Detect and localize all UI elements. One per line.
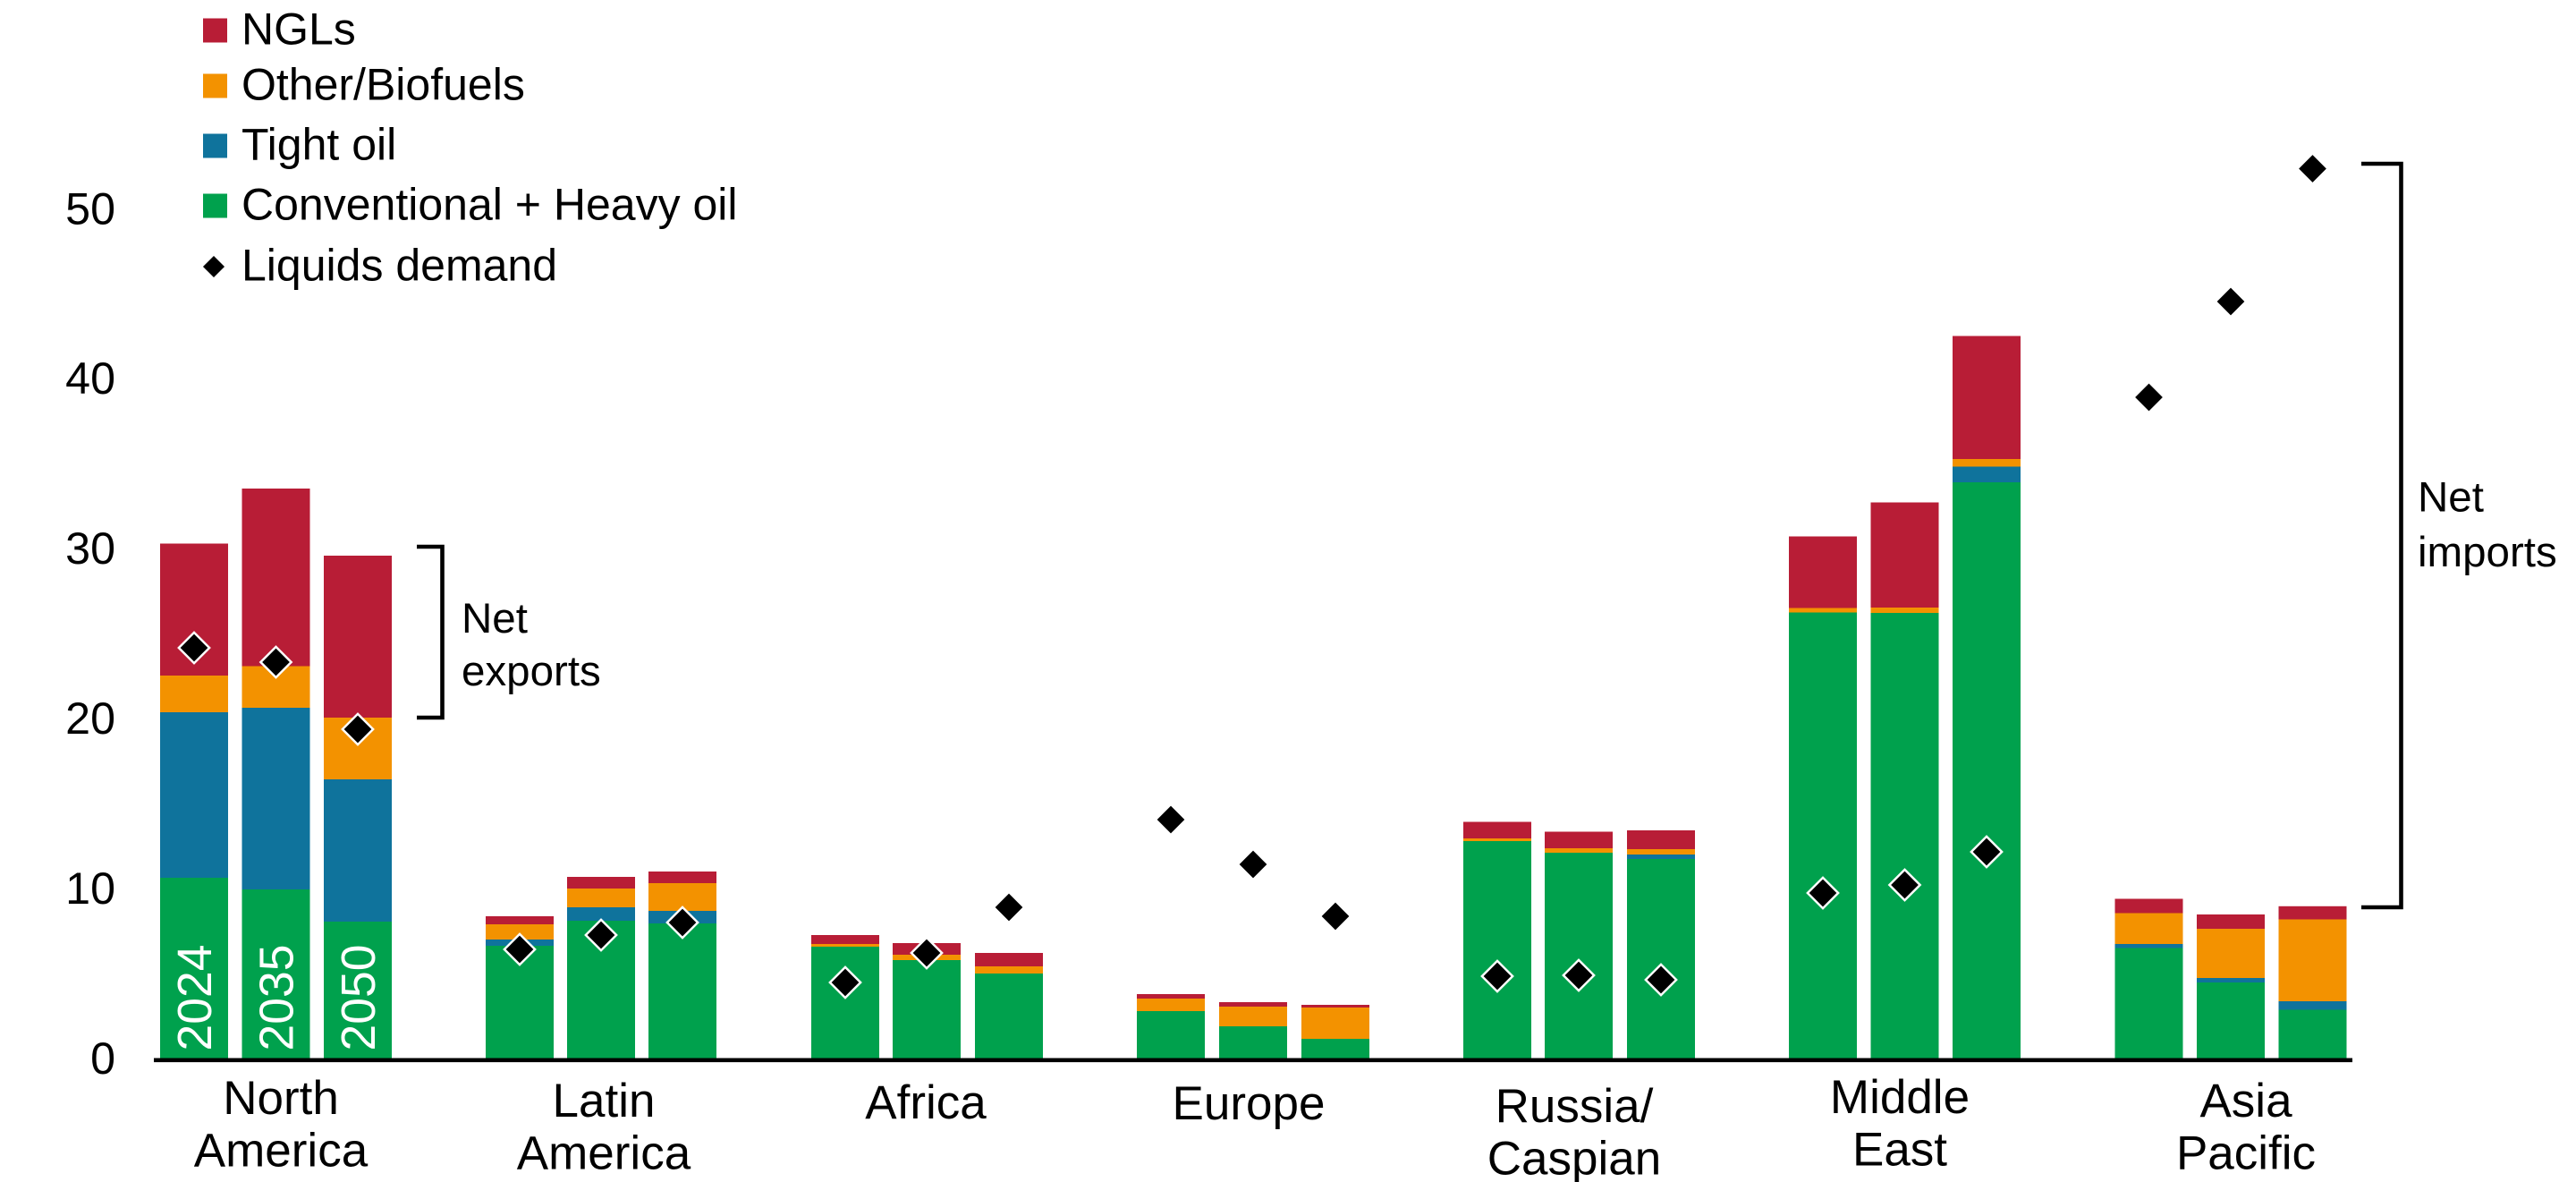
svg-text:2024: 2024: [169, 944, 222, 1050]
svg-text:30: 30: [65, 523, 115, 574]
svg-text:East: East: [1852, 1124, 1947, 1177]
svg-text:Tight oil: Tight oil: [242, 119, 396, 169]
svg-text:Pacific: Pacific: [2176, 1127, 2316, 1180]
svg-text:exports: exports: [462, 648, 601, 695]
svg-text:0: 0: [90, 1033, 115, 1084]
svg-text:Caspian: Caspian: [1487, 1133, 1661, 1182]
svg-text:10: 10: [65, 863, 115, 914]
svg-text:2050: 2050: [333, 944, 386, 1050]
svg-text:America: America: [517, 1127, 691, 1180]
svg-text:Africa: Africa: [865, 1076, 987, 1129]
svg-text:Europe: Europe: [1173, 1077, 1326, 1130]
svg-text:North: North: [223, 1072, 339, 1125]
svg-text:NGLs: NGLs: [242, 4, 356, 54]
svg-text:Russia/: Russia/: [1496, 1080, 1654, 1133]
svg-text:Latin: Latin: [553, 1075, 656, 1127]
svg-text:2035: 2035: [250, 944, 303, 1050]
svg-text:Net: Net: [2418, 474, 2484, 522]
svg-text:America: America: [194, 1125, 369, 1178]
svg-text:Net: Net: [462, 595, 528, 642]
svg-text:Liquids demand: Liquids demand: [242, 240, 557, 290]
svg-text:Conventional + Heavy oil: Conventional + Heavy oil: [242, 179, 738, 229]
svg-text:50: 50: [65, 183, 115, 234]
svg-text:40: 40: [65, 353, 115, 404]
svg-text:20: 20: [65, 693, 115, 744]
svg-text:Middle: Middle: [1830, 1071, 1970, 1124]
svg-text:Other/Biofuels: Other/Biofuels: [242, 59, 525, 109]
svg-text:imports: imports: [2418, 529, 2557, 576]
svg-text:Asia: Asia: [2199, 1075, 2292, 1127]
